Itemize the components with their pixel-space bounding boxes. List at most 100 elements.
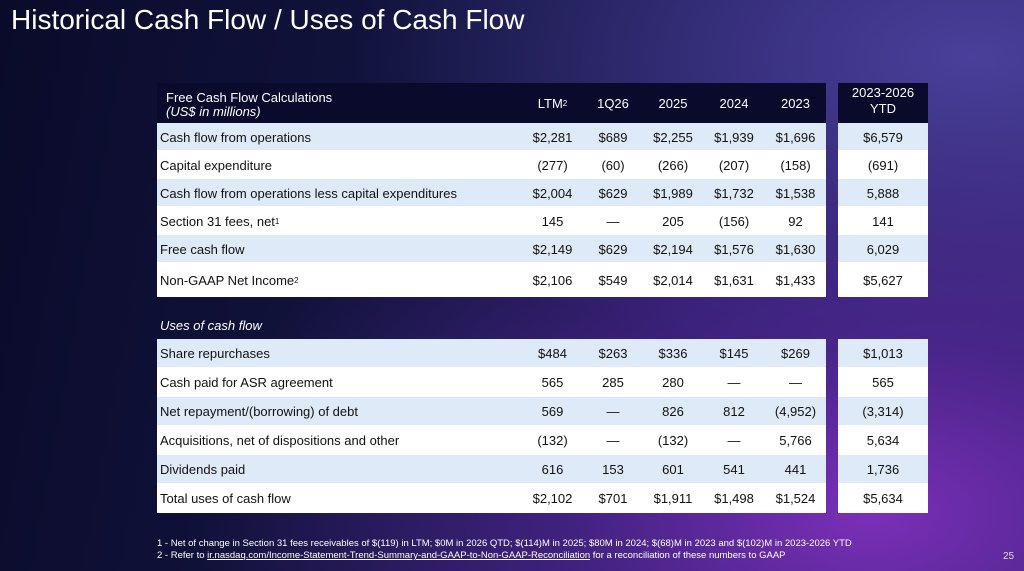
row-label: Free cash flow [160,235,245,263]
row-bg [157,368,826,397]
cell-value: $629 [598,185,628,201]
row-label-text: Cash flow from operations [160,129,312,145]
column-header-sup: 2 [562,98,568,108]
row-label-text: Cash flow from operations less capital e… [160,185,457,201]
row-bg [157,455,826,484]
row-bg [838,484,928,513]
row-bg [157,263,826,297]
cell-value: — [789,375,802,390]
cell-value: 92 [788,213,803,229]
cell-value: $1,989 [653,185,693,201]
ytd-header-line: 2023-2026 [851,85,915,100]
header-bg [157,83,826,123]
row-label-text: Cash paid for ASR agreement [160,375,333,390]
cell-value: — [606,404,620,419]
ytd-value: 565 [872,375,894,390]
ytd-value: $5,634 [863,491,903,506]
row-bg [157,151,826,179]
cell-value: $2,106 [532,272,573,288]
page-number: 25 [1003,551,1015,562]
cell-value: $1,433 [775,272,816,288]
cell-value: $1,911 [653,491,693,506]
ytd-header-line: YTD [870,101,896,116]
cell-value: $2,194 [653,241,693,257]
header-sublabel: (US$ in millions) [166,104,261,119]
row-label: Acquisitions, net of dispositions and ot… [160,426,399,455]
row-label: Net repayment/(borrowing) of debt [160,397,358,426]
cell-value: $1,630 [775,241,816,257]
ytd-value: $6,579 [863,129,903,145]
column-header-text: 2023 [781,95,810,111]
row-label-sup: 1 [274,216,280,226]
row-bg [838,151,928,179]
cell-value: $2,004 [532,185,573,201]
row-label: Cash flow from operations less capital e… [160,179,457,207]
cell-value: $2,255 [653,129,693,145]
cell-value: $2,281 [532,129,573,145]
row-label: Section 31 fees, net 1 [160,207,279,235]
row-bg [838,397,928,426]
cell-value: (156) [718,213,750,229]
row-label: Dividends paid [160,455,245,484]
cell-value: (277) [537,157,568,173]
title: Historical Cash Flow / Uses of Cash Flow [11,4,525,35]
cell-value: $549 [598,272,628,288]
cell-value: 285 [602,375,624,390]
cell-value: 153 [602,462,624,477]
column-header-text: 2025 [658,95,688,111]
row-label: Share repurchases [160,339,270,368]
cell-value: 441 [784,462,807,477]
cell-value: $1,524 [775,491,816,506]
row-label: Non-GAAP Net Income 2 [160,263,299,297]
row-bg [838,235,928,263]
cell-value: $701 [598,491,628,506]
cell-value: $263 [598,346,628,361]
header-bg [838,83,928,123]
ytd-value: (3,314) [862,404,904,419]
cell-value: $1,576 [714,241,754,257]
cell-value: $2,014 [653,272,693,288]
cell-value: 5,766 [779,433,812,448]
cell-value: 280 [662,375,684,390]
cell-value: (4,952) [774,404,817,419]
row-bg [838,455,928,484]
row-bg [157,179,826,207]
cell-value: — [606,213,620,229]
row-label-sup: 2 [294,275,299,285]
row-bg [157,339,826,368]
cell-value: 616 [541,462,564,477]
row-bg [838,263,928,297]
cell-value: 145 [541,213,564,229]
row-bg [838,123,928,151]
row-bg [157,207,826,235]
cell-value: $336 [658,346,688,361]
footnote: 2 - Refer to ir.nasdaq.com/Income-Statem… [157,550,786,561]
cell-value: (60) [601,157,625,173]
row-label: Cash paid for ASR agreement [160,368,333,397]
cell-value: 541 [723,462,745,477]
cell-value: $145 [719,346,749,361]
column-header-text: LTM [537,95,563,111]
cell-value: $1,696 [775,129,816,145]
row-bg [157,426,826,455]
ytd-header: 2023-2026 YTD [838,85,928,117]
cell-value: 601 [662,462,684,477]
row-label-text: Total uses of cash flow [160,491,291,506]
cell-value: $1,498 [714,491,754,506]
cell-value: 812 [723,404,745,419]
ytd-value: 6,029 [866,241,900,257]
ytd-value: 5,634 [866,433,900,448]
ytd-value: $5,627 [863,272,903,288]
cell-value: $1,538 [775,185,816,201]
column-header: 1Q26 [583,83,643,123]
row-label-text: Share repurchases [160,346,270,361]
row-label-text: Section 31 fees, net [160,213,275,229]
cell-value: (207) [718,157,750,173]
row-bg [838,179,928,207]
row-label: Total uses of cash flow [160,484,291,513]
cell-value: $269 [781,346,810,361]
footnote-link[interactable]: ir.nasdaq.com/Income-Statement-Trend-Sum… [207,550,591,561]
ytd-value: 1,736 [866,462,900,477]
cell-value: (158) [780,157,811,173]
cell-value: — [727,375,741,390]
